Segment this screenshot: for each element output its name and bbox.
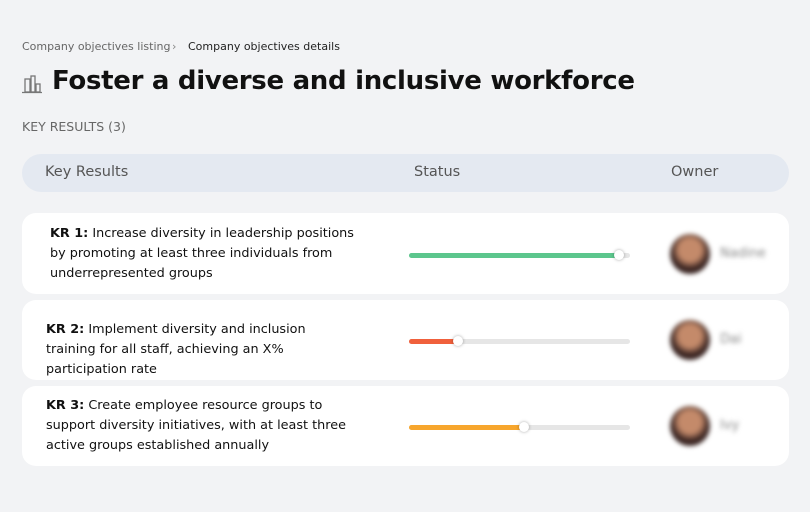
key-result-label: KR 1: [50,225,89,241]
section-label: KEY RESULTS (3) [22,119,126,134]
breadcrumb-link[interactable]: Company objectives listing [22,40,171,53]
owner-avatar [670,320,710,360]
progress-track [409,422,630,432]
owner-avatar [670,406,710,446]
column-header: Owner [671,164,719,180]
key-result-row[interactable] [22,386,789,466]
progress-track [409,336,630,346]
progress-knob [452,336,463,346]
key-result-description: Create employee resource groups to suppo… [46,398,346,453]
owner-name: Ivy [720,418,740,433]
column-header: Status [414,164,461,180]
progress-knob [518,422,529,432]
owner-name: Dai [720,332,742,347]
progress-fill [409,425,524,430]
progress-track [409,249,630,260]
key-result-row[interactable] [22,300,789,380]
breadcrumb-separator: › [172,40,177,53]
table-header [22,154,789,192]
owner-name: Nadine [720,245,766,261]
key-result-text: KR 1: Increase diversity in leadership p… [50,224,360,284]
owner-avatar [670,233,710,274]
key-result-label: KR 3: [46,398,85,413]
progress-fill [409,252,619,258]
key-result-text: KR 2: Implement diversity and inclusion … [46,320,356,380]
objective-icon [22,75,42,94]
key-result-row[interactable] [22,213,789,294]
progress-knob [613,249,624,260]
key-result-label: KR 2: [46,322,85,337]
progress-fill [409,339,458,344]
key-result-description: Implement diversity and inclusion traini… [46,322,306,377]
key-result-description: Increase diversity in leadership positio… [50,225,354,281]
breadcrumb-current: Company objectives details [188,40,340,53]
key-result-text: KR 3: Create employee resource groups to… [46,396,356,456]
page-title: Foster a diverse and inclusive workforce [52,66,635,96]
column-header: Key Results [45,164,129,180]
